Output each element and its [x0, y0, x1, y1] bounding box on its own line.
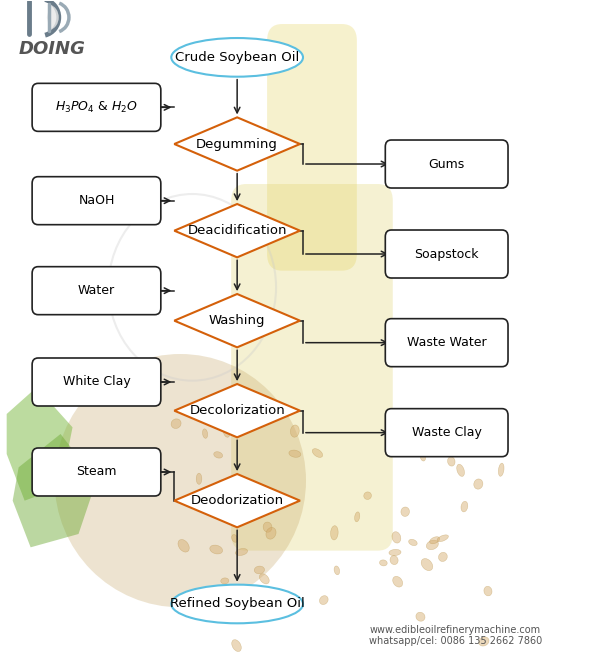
Ellipse shape — [409, 539, 417, 546]
Ellipse shape — [364, 492, 371, 500]
Ellipse shape — [430, 536, 440, 544]
Ellipse shape — [171, 584, 303, 623]
Wedge shape — [47, 5, 59, 30]
FancyBboxPatch shape — [32, 267, 161, 315]
Text: Deodorization: Deodorization — [191, 494, 284, 507]
Text: Crude Soybean Oil: Crude Soybean Oil — [175, 51, 299, 64]
Ellipse shape — [474, 479, 483, 489]
Text: Waste Clay: Waste Clay — [412, 426, 482, 439]
Ellipse shape — [439, 552, 447, 562]
Ellipse shape — [235, 548, 248, 556]
Polygon shape — [174, 384, 300, 438]
Ellipse shape — [479, 637, 489, 646]
Ellipse shape — [217, 480, 224, 490]
Ellipse shape — [416, 613, 425, 621]
Text: Refined Soybean Oil: Refined Soybean Oil — [170, 597, 305, 611]
Ellipse shape — [427, 540, 439, 550]
Ellipse shape — [448, 457, 455, 466]
Ellipse shape — [420, 452, 425, 461]
Ellipse shape — [290, 425, 299, 437]
Text: $H_3PO_4$ & $H_2O$: $H_3PO_4$ & $H_2O$ — [55, 100, 138, 115]
Ellipse shape — [254, 566, 265, 574]
Ellipse shape — [468, 434, 476, 444]
Ellipse shape — [499, 463, 504, 476]
Ellipse shape — [389, 549, 401, 556]
Text: Steam: Steam — [76, 466, 117, 478]
Ellipse shape — [259, 574, 269, 584]
Text: Decolorization: Decolorization — [189, 404, 285, 417]
FancyBboxPatch shape — [385, 230, 508, 278]
Text: Waste Water: Waste Water — [407, 336, 487, 349]
Ellipse shape — [178, 540, 189, 552]
Polygon shape — [13, 434, 97, 547]
Text: Washing: Washing — [209, 314, 265, 327]
Ellipse shape — [210, 545, 223, 554]
Ellipse shape — [223, 426, 230, 438]
Ellipse shape — [221, 578, 229, 584]
FancyBboxPatch shape — [32, 448, 161, 496]
Ellipse shape — [437, 535, 448, 542]
Ellipse shape — [289, 450, 301, 458]
FancyBboxPatch shape — [267, 24, 357, 271]
Ellipse shape — [392, 532, 401, 543]
Text: Degumming: Degumming — [196, 138, 278, 150]
Ellipse shape — [355, 512, 360, 522]
Text: Deacidification: Deacidification — [187, 224, 287, 237]
Ellipse shape — [401, 507, 409, 516]
Ellipse shape — [313, 449, 323, 458]
Ellipse shape — [232, 640, 241, 651]
Ellipse shape — [225, 502, 233, 514]
Ellipse shape — [171, 38, 303, 77]
Ellipse shape — [184, 603, 191, 611]
Ellipse shape — [55, 354, 306, 607]
FancyBboxPatch shape — [385, 409, 508, 457]
Polygon shape — [174, 474, 300, 527]
FancyBboxPatch shape — [231, 184, 393, 550]
Ellipse shape — [461, 501, 468, 512]
Ellipse shape — [457, 464, 464, 476]
Text: NaOH: NaOH — [78, 194, 115, 207]
Ellipse shape — [263, 522, 272, 532]
Ellipse shape — [214, 452, 223, 458]
Ellipse shape — [320, 596, 328, 605]
Ellipse shape — [390, 556, 398, 564]
Ellipse shape — [244, 611, 250, 623]
Ellipse shape — [242, 514, 250, 522]
FancyBboxPatch shape — [32, 358, 161, 406]
Ellipse shape — [484, 587, 492, 596]
FancyBboxPatch shape — [385, 140, 508, 188]
Ellipse shape — [392, 576, 403, 587]
Polygon shape — [7, 387, 73, 500]
Ellipse shape — [232, 534, 238, 542]
Polygon shape — [174, 204, 300, 257]
Ellipse shape — [171, 419, 181, 428]
Ellipse shape — [203, 429, 208, 438]
Ellipse shape — [331, 526, 338, 540]
FancyBboxPatch shape — [385, 319, 508, 367]
Polygon shape — [174, 294, 300, 347]
Ellipse shape — [334, 566, 340, 574]
Ellipse shape — [196, 473, 202, 484]
Ellipse shape — [419, 417, 426, 427]
Text: Gums: Gums — [428, 158, 465, 170]
Ellipse shape — [386, 440, 395, 450]
Ellipse shape — [421, 558, 433, 570]
Text: Water: Water — [78, 284, 115, 297]
FancyBboxPatch shape — [32, 84, 161, 132]
Ellipse shape — [428, 418, 439, 424]
Text: White Clay: White Clay — [62, 375, 130, 389]
FancyBboxPatch shape — [32, 176, 161, 224]
Ellipse shape — [446, 434, 454, 442]
Polygon shape — [174, 118, 300, 171]
Ellipse shape — [266, 528, 276, 539]
Text: DOING: DOING — [18, 40, 85, 58]
Text: Soapstock: Soapstock — [415, 248, 479, 261]
Ellipse shape — [380, 560, 387, 566]
Text: www.edibleoilrefinerymachine.com
whatsapp/cel: 0086 135 2662 7860: www.edibleoilrefinerymachine.com whatsap… — [369, 625, 542, 646]
Ellipse shape — [229, 612, 236, 622]
